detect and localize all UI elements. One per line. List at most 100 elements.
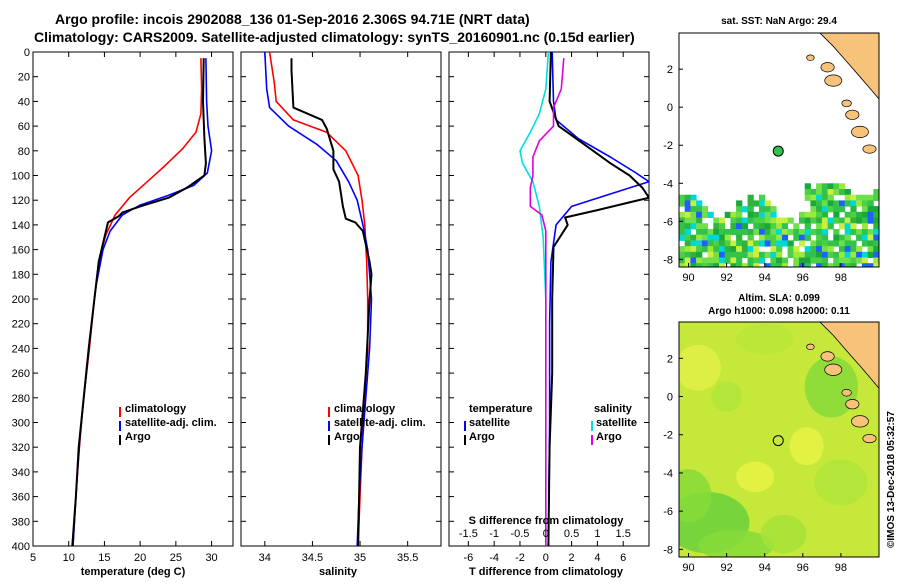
sst-pixel bbox=[839, 257, 846, 264]
sla-map-title-2: Argo h1000: 0.098 h2000: 0.11 bbox=[708, 306, 850, 317]
sst-pixel bbox=[770, 263, 777, 267]
sst-pixel bbox=[781, 229, 789, 236]
sst-pixel bbox=[873, 234, 879, 241]
xtick-label: -2 bbox=[515, 552, 525, 564]
sst-pixel bbox=[679, 217, 686, 224]
sst-pixel bbox=[861, 200, 869, 207]
sst-pixel bbox=[799, 234, 806, 241]
map-ytick-label: -2 bbox=[663, 140, 673, 152]
sst-pixel bbox=[713, 240, 720, 247]
sst-pixel bbox=[856, 217, 863, 224]
sst-pixel bbox=[804, 194, 811, 201]
series-line bbox=[290, 58, 373, 546]
sst-pixel bbox=[679, 200, 686, 207]
sst-pixel bbox=[730, 211, 737, 218]
sst-pixel bbox=[707, 257, 714, 264]
sst-pixel bbox=[719, 234, 726, 241]
sst-pixel bbox=[684, 223, 691, 230]
land-island bbox=[820, 62, 835, 73]
sst-pixel bbox=[696, 200, 703, 207]
sst-pixel bbox=[850, 257, 857, 264]
sst-pixel bbox=[730, 251, 737, 258]
series-line bbox=[268, 52, 369, 546]
sst-pixel bbox=[787, 246, 794, 253]
land-island bbox=[820, 351, 835, 362]
sst-pixel bbox=[776, 257, 783, 264]
sst-pixel bbox=[764, 223, 771, 230]
ytick-label: 380 bbox=[12, 516, 30, 528]
sst-pixel bbox=[696, 240, 703, 247]
sst-pixel bbox=[747, 257, 754, 264]
ytick-label: 140 bbox=[12, 220, 30, 232]
sst-pixel bbox=[747, 200, 754, 207]
sst-pixel bbox=[781, 234, 789, 241]
sst-pixel bbox=[816, 229, 823, 236]
sst-pixel bbox=[844, 263, 851, 267]
sst-pixel bbox=[679, 251, 686, 258]
sst-pixel bbox=[804, 223, 811, 230]
series-line bbox=[264, 52, 373, 546]
sst-pixel bbox=[827, 189, 834, 196]
sst-pixel bbox=[844, 246, 851, 253]
sst-pixel bbox=[736, 234, 743, 241]
xtick-label: 20 bbox=[134, 552, 146, 564]
land-island bbox=[845, 109, 860, 120]
sst-pixel bbox=[713, 223, 720, 230]
difference-xlabel: T difference from climatology bbox=[469, 566, 624, 578]
sst-pixel bbox=[867, 240, 874, 247]
sst-pixel bbox=[753, 240, 760, 247]
sst-pixel bbox=[707, 240, 714, 247]
sst-pixel bbox=[713, 246, 720, 253]
land-island bbox=[824, 74, 843, 87]
sst-pixel bbox=[690, 217, 697, 224]
sst-pixel bbox=[781, 223, 789, 230]
sst-map bbox=[679, 33, 885, 267]
sst-pixel bbox=[679, 257, 686, 264]
series-line bbox=[72, 58, 203, 546]
sst-pixel bbox=[804, 229, 811, 236]
sst-pixel bbox=[879, 235, 885, 241]
sst-pixel bbox=[850, 206, 857, 213]
ytick-label: 240 bbox=[12, 343, 30, 355]
sst-pixel bbox=[810, 211, 817, 218]
sst-pixel bbox=[701, 223, 709, 230]
ytick-label: 260 bbox=[12, 368, 30, 380]
xtick-label: 15 bbox=[98, 552, 110, 564]
sst-pixel bbox=[679, 211, 686, 218]
title-line-1: Argo profile: incois 2902088_136 01-Sep-… bbox=[55, 11, 530, 27]
sst-pixel bbox=[821, 183, 829, 190]
land-island bbox=[862, 144, 877, 154]
sst-pixel bbox=[850, 211, 857, 218]
sst-pixel bbox=[867, 194, 874, 201]
s-diff-tick-label: 1.5 bbox=[616, 528, 631, 540]
sst-pixel bbox=[690, 246, 697, 253]
sst-pixel bbox=[747, 251, 754, 258]
sst-pixel bbox=[747, 206, 754, 213]
sst-pixel bbox=[759, 251, 766, 258]
sst-pixel bbox=[759, 194, 766, 201]
sst-pixel bbox=[850, 223, 857, 230]
sst-pixel bbox=[850, 246, 857, 253]
sst-pixel bbox=[684, 200, 691, 207]
sst-pixel bbox=[747, 234, 754, 241]
map-ytick-label: -8 bbox=[663, 254, 673, 266]
land-sumatra bbox=[819, 33, 879, 100]
sst-pixel bbox=[804, 257, 811, 264]
map-xtick-label: 94 bbox=[759, 272, 771, 284]
land-island bbox=[851, 125, 869, 138]
map-xtick-label: 90 bbox=[682, 272, 694, 284]
sla-anomaly-region bbox=[698, 530, 775, 557]
sst-pixel bbox=[856, 251, 863, 258]
sst-pixel bbox=[844, 217, 851, 224]
sst-pixel bbox=[696, 211, 703, 218]
sst-pixel bbox=[730, 263, 737, 267]
sst-pixel bbox=[844, 211, 851, 218]
ytick-label: 280 bbox=[12, 393, 30, 405]
sst-pixel bbox=[741, 229, 749, 236]
sst-pixel bbox=[839, 240, 846, 247]
sst-pixel bbox=[747, 263, 754, 267]
sst-pixel bbox=[690, 257, 697, 264]
sst-pixel bbox=[810, 246, 817, 253]
sst-pixel bbox=[816, 251, 823, 258]
sst-pixel bbox=[816, 206, 823, 213]
